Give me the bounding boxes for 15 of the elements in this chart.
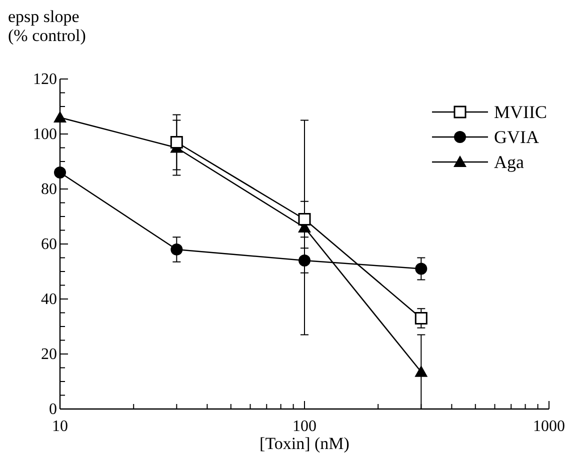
legend-label: MVIIC: [494, 102, 547, 122]
x-tick-label: 10: [52, 418, 68, 435]
y-tick-label: 40: [41, 291, 57, 308]
legend-label: Aga: [494, 152, 524, 172]
y-tick-label: 0: [49, 401, 57, 418]
y-tick-label: 120: [33, 71, 57, 88]
y-tick-label: 80: [41, 181, 57, 198]
y-tick-label: 100: [33, 126, 57, 143]
x-axis-title: [Toxin] (nM): [260, 434, 350, 453]
y-tick-label: 20: [41, 346, 57, 363]
y-axis-title: epsp slope (% control): [8, 7, 86, 45]
x-tick-label: 1000: [533, 418, 565, 435]
legend-label: GVIA: [494, 127, 539, 147]
y-tick-label: 60: [41, 236, 57, 253]
x-tick-label: 100: [292, 418, 316, 435]
